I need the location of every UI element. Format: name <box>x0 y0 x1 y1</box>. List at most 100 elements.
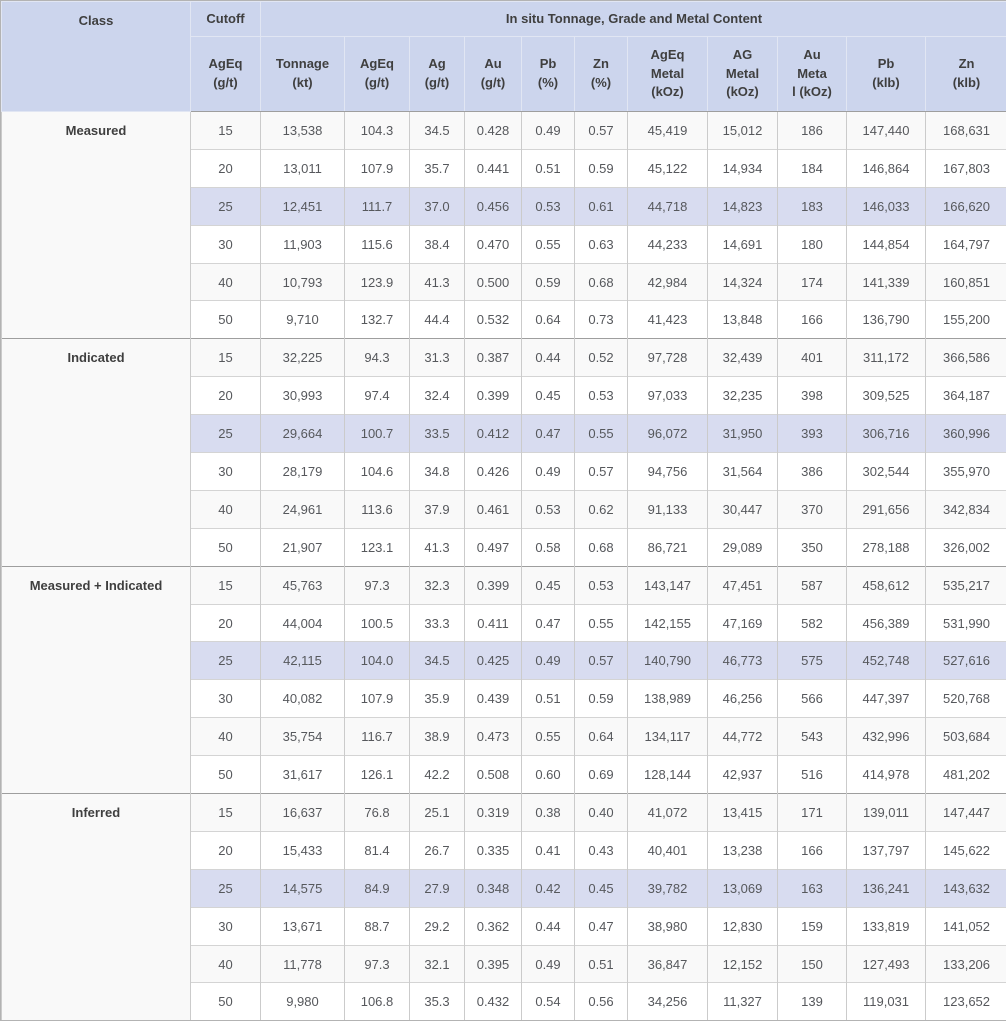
data-cell: 447,397 <box>846 679 926 718</box>
cutoff-cell: 50 <box>190 527 261 567</box>
table-row: 40 24,961 113.6 37.9 0.461 0.53 0.62 91,133 30,4… <box>2 489 1006 529</box>
table-row: 50 9,980 106.8 35.3 0.432 0.54 0.56 34,256 11,32… <box>2 982 1006 1021</box>
data-cell: 0.55 <box>521 224 575 264</box>
data-cell: 138,989 <box>627 679 708 718</box>
data-cell: 145,622 <box>924 830 1006 870</box>
data-cell: 535,217 <box>924 565 1006 605</box>
data-cell: 0.456 <box>464 186 522 226</box>
data-cell: 37.9 <box>409 489 465 529</box>
data-cell: 0.56 <box>574 982 628 1021</box>
data-cell: 32,235 <box>707 376 778 415</box>
data-cell: 147,440 <box>846 111 926 150</box>
data-cell: 140,790 <box>627 641 708 680</box>
data-cell: 34,256 <box>627 982 708 1021</box>
cutoff-cell: 25 <box>190 186 261 226</box>
table-row: 25 29,664 100.7 33.5 0.412 0.47 0.55 96,072 31,9… <box>2 414 1006 453</box>
data-cell: 33.5 <box>409 414 465 453</box>
table-row: 40 10,793 123.9 41.3 0.500 0.59 0.68 42,984 14,3… <box>2 262 1006 301</box>
data-cell: 278,188 <box>846 527 926 567</box>
data-cell: 0.42 <box>521 868 575 908</box>
cutoff-cell: 20 <box>190 376 261 415</box>
data-cell: 29,664 <box>260 414 345 453</box>
data-cell: 47,451 <box>707 565 778 605</box>
subheader-cell-2: AgEq (g/t) <box>344 36 410 112</box>
data-cell: 0.57 <box>574 452 628 491</box>
data-cell: 0.441 <box>464 148 522 188</box>
data-cell: 0.461 <box>464 489 522 529</box>
data-cell: 126.1 <box>344 755 410 794</box>
data-cell: 168,631 <box>924 111 1006 150</box>
data-cell: 12,830 <box>707 906 778 946</box>
class-column-header: Class <box>1 1 191 112</box>
cutoff-cell: 25 <box>190 868 261 908</box>
data-cell: 0.59 <box>521 262 575 301</box>
data-cell: 0.61 <box>574 186 628 226</box>
data-cell: 29.2 <box>409 906 465 946</box>
table-row: Indicated 15 32,225 94.3 31.3 0.387 0.44 0.52 97… <box>1 338 1006 567</box>
data-cell: 180 <box>777 224 847 264</box>
data-cell: 543 <box>777 717 847 756</box>
data-cell: 0.51 <box>574 944 628 983</box>
cutoff-cell: 40 <box>190 944 261 983</box>
data-cell: 0.54 <box>521 982 575 1021</box>
data-cell: 0.57 <box>574 111 628 150</box>
data-cell: 136,241 <box>846 868 926 908</box>
data-cell: 44,718 <box>627 186 708 226</box>
data-cell: 42.2 <box>409 755 465 794</box>
data-cell: 414,978 <box>846 755 926 794</box>
data-cell: 94,756 <box>627 452 708 491</box>
class-cell: Measured + Indicated <box>1 565 191 794</box>
data-cell: 0.53 <box>521 489 575 529</box>
data-cell: 0.439 <box>464 679 522 718</box>
data-cell: 14,934 <box>707 148 778 188</box>
data-cell: 370 <box>777 489 847 529</box>
data-cell: 0.387 <box>464 338 522 377</box>
data-cell: 104.6 <box>344 452 410 491</box>
data-cell: 39,782 <box>627 868 708 908</box>
data-cell: 24,961 <box>260 489 345 529</box>
data-cell: 136,790 <box>846 300 926 339</box>
data-cell: 350 <box>777 527 847 567</box>
data-cell: 0.49 <box>521 641 575 680</box>
data-cell: 0.49 <box>521 452 575 491</box>
table-row: 20 15,433 81.4 26.7 0.335 0.41 0.43 40,401 13,23… <box>2 830 1006 870</box>
table-row: Measured + Indicated 15 45,763 97.3 32.3 0.39… <box>1 565 1006 794</box>
cutoff-cell: 15 <box>190 565 261 605</box>
data-cell: 0.64 <box>574 717 628 756</box>
subheader-cell-0: AgEq (g/t) <box>190 36 261 112</box>
data-cell: 96,072 <box>627 414 708 453</box>
data-cell: 127,493 <box>846 944 926 983</box>
data-cell: 42,115 <box>260 641 345 680</box>
data-cell: 36,847 <box>627 944 708 983</box>
table-row: 20 44,004 100.5 33.3 0.411 0.47 0.55 142,155 47,… <box>2 603 1006 642</box>
data-cell: 481,202 <box>924 755 1006 794</box>
data-cell: 0.58 <box>521 527 575 567</box>
data-cell: 142,155 <box>627 603 708 642</box>
data-cell: 0.55 <box>574 414 628 453</box>
subheader-cell-9: Au Meta l (kOz) <box>777 36 847 112</box>
data-cell: 134,117 <box>627 717 708 756</box>
data-cell: 14,691 <box>707 224 778 264</box>
data-cell: 9,710 <box>260 300 345 339</box>
data-cell: 12,451 <box>260 186 345 226</box>
data-cell: 41.3 <box>409 262 465 301</box>
subheader-cell-10: Pb (klb) <box>846 36 926 112</box>
data-cell: 0.47 <box>521 414 575 453</box>
data-cell: 0.473 <box>464 717 522 756</box>
cutoff-cell: 20 <box>190 148 261 188</box>
table-row: 40 11,778 97.3 32.1 0.395 0.49 0.51 36,847 12,15… <box>2 944 1006 983</box>
data-cell: 97,728 <box>627 338 708 377</box>
data-cell: 291,656 <box>846 489 926 529</box>
data-cell: 13,069 <box>707 868 778 908</box>
table-row: 50 9,710 132.7 44.4 0.532 0.64 0.73 41,423 13,84… <box>2 300 1006 339</box>
data-cell: 32,225 <box>260 338 345 377</box>
data-cell: 47,169 <box>707 603 778 642</box>
table-row: 40 35,754 116.7 38.9 0.473 0.55 0.64 134,117 44,… <box>2 717 1006 756</box>
data-cell: 0.52 <box>574 338 628 377</box>
header-row-top: Class Cutoff In situ Tonnage, Grade and … <box>1 1 1006 112</box>
data-cell: 386 <box>777 452 847 491</box>
cutoff-cell: 20 <box>190 830 261 870</box>
data-cell: 582 <box>777 603 847 642</box>
insitu-banner-header: In situ Tonnage, Grade and Metal Content <box>259 1 1006 37</box>
